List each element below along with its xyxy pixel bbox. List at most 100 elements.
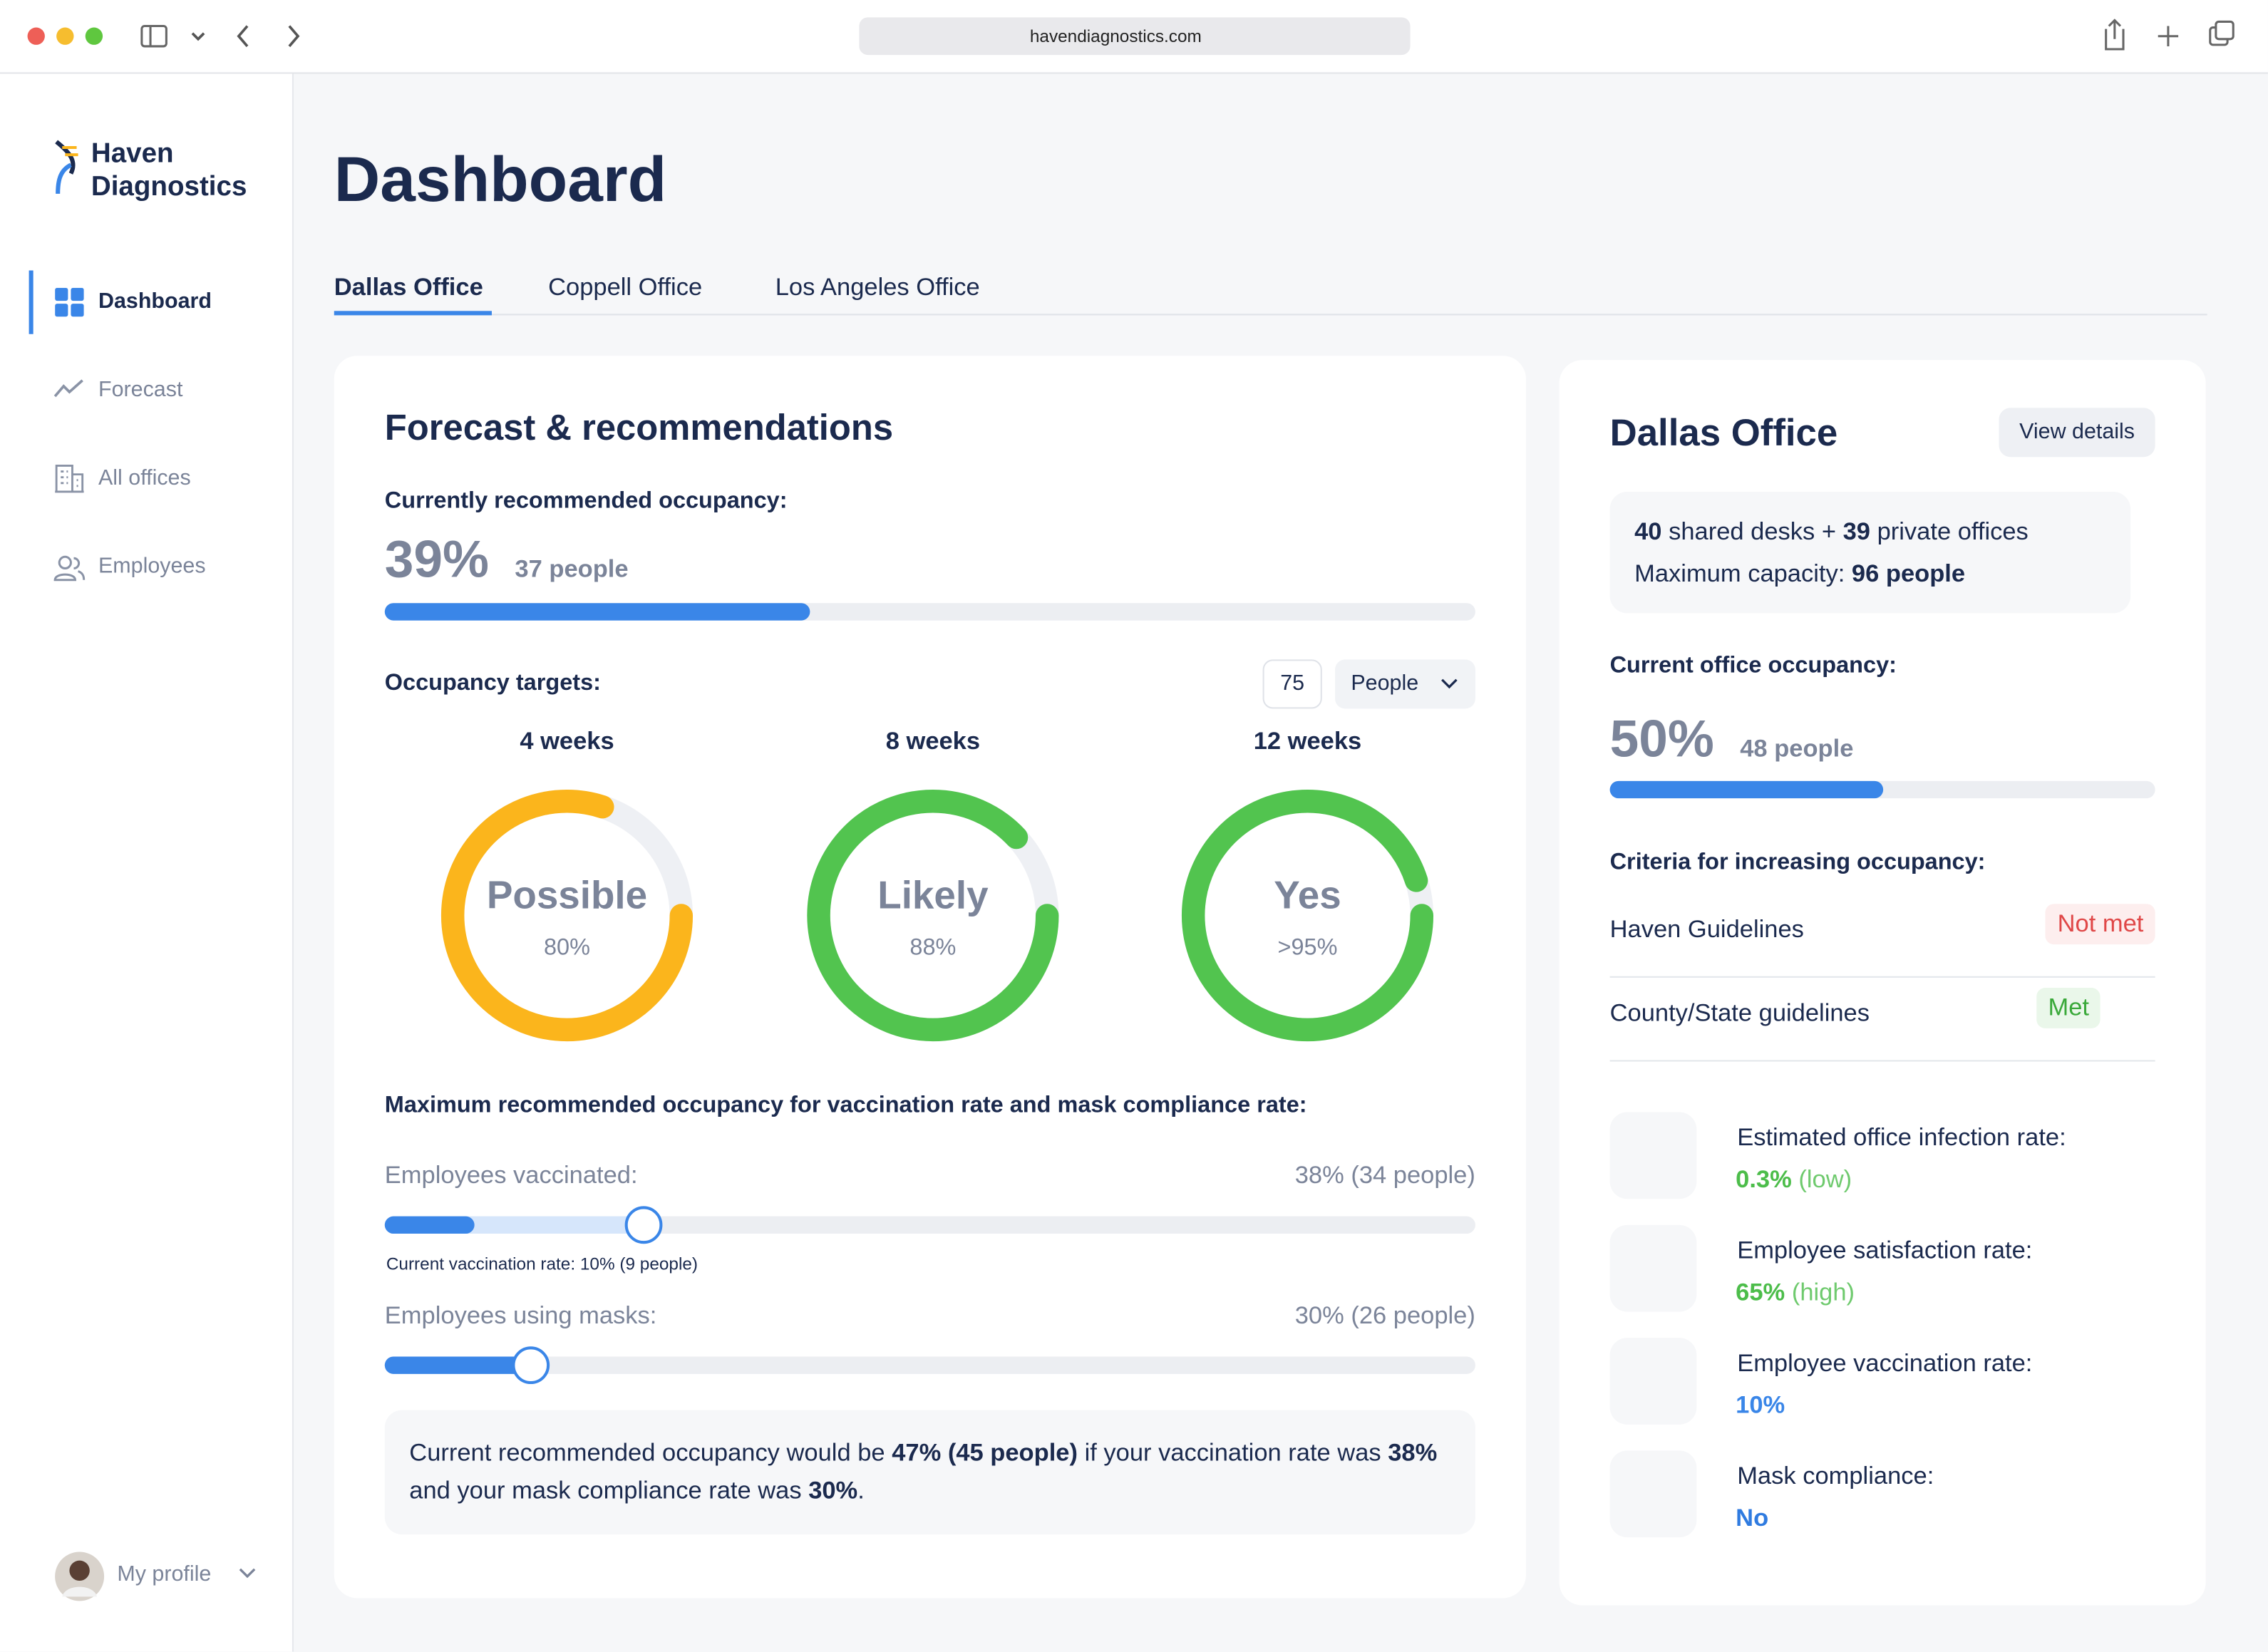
people: 37 people bbox=[515, 555, 629, 583]
stat-icon-box bbox=[1609, 1450, 1697, 1538]
text-segment: and your mask compliance rate was bbox=[409, 1476, 809, 1504]
url-field[interactable]: havendiagnostics.com bbox=[859, 17, 1411, 56]
browser-icons bbox=[27, 19, 2235, 51]
nav-icon bbox=[55, 465, 84, 493]
forecast-card: Forecast & recommendations Currently rec… bbox=[334, 356, 1526, 1599]
nav-item[interactable]: All offices bbox=[98, 465, 191, 490]
donut-arc bbox=[440, 789, 694, 1042]
text-segment: Maximum capacity: bbox=[1634, 559, 1852, 587]
value: 38% (34 people) bbox=[1294, 1161, 1475, 1189]
target-period: 12 weeks bbox=[1254, 728, 1361, 755]
brand-line: Diagnostics bbox=[91, 172, 247, 203]
divider bbox=[1609, 976, 2155, 978]
target-status: Likely bbox=[877, 872, 989, 917]
summary: Current recommended occupancy would be 4… bbox=[409, 1435, 1450, 1510]
stat-label: Estimated office infection rate: bbox=[1737, 1123, 2066, 1152]
sidebar: Haven Diagnostics Dashboard Forecast All … bbox=[0, 73, 294, 1652]
nav-item[interactable]: Employees bbox=[98, 554, 206, 579]
percent: 50% bbox=[1609, 708, 1714, 768]
slider-track bbox=[384, 1206, 1475, 1244]
stat-value: 10% bbox=[1736, 1391, 1785, 1420]
stat-number: 65% bbox=[1736, 1278, 1785, 1306]
button[interactable]: View details bbox=[1999, 408, 2155, 458]
target-status: Yes bbox=[1274, 872, 1341, 917]
label: Criteria for increasing occupancy: bbox=[1609, 850, 1986, 875]
text-segment: . bbox=[857, 1476, 865, 1504]
value: 30% (26 people) bbox=[1294, 1301, 1475, 1329]
progress-track bbox=[384, 603, 1475, 621]
stat-icon-box bbox=[1609, 1224, 1697, 1312]
text-segment: Current recommended occupancy would be bbox=[409, 1439, 892, 1467]
stat-value: 0.3% (low) bbox=[1736, 1166, 1852, 1195]
browser-bar: havendiagnostics.com bbox=[0, 0, 2268, 74]
tab[interactable]: Coppell Office bbox=[548, 273, 703, 301]
stat-label: Mask compliance: bbox=[1737, 1462, 1934, 1490]
people: 48 people bbox=[1740, 734, 1854, 763]
stat-number: 10% bbox=[1736, 1391, 1785, 1419]
percent: 39% bbox=[384, 529, 490, 589]
tab[interactable]: Los Angeles Office bbox=[775, 273, 980, 301]
stat-note: (low) bbox=[1798, 1165, 1852, 1194]
brand: Haven Diagnostics bbox=[91, 138, 247, 204]
avatar[interactable] bbox=[53, 1550, 105, 1602]
divider bbox=[1609, 1060, 2155, 1062]
stat-label: Employee satisfaction rate: bbox=[1737, 1237, 2033, 1264]
nav-icon bbox=[55, 287, 84, 317]
capacity: 40 shared desks + 39 private offices Maxi… bbox=[1634, 510, 2130, 594]
nav-item[interactable]: Dashboard bbox=[98, 289, 212, 314]
stat-note: (high) bbox=[1791, 1278, 1855, 1306]
nav-icon bbox=[53, 555, 86, 582]
url: havendiagnostics.com bbox=[1029, 26, 1202, 46]
progress-track bbox=[1609, 780, 2155, 799]
summary-box: Current recommended occupancy would be 4… bbox=[384, 1410, 1475, 1535]
text-segment: 30% bbox=[808, 1476, 858, 1504]
slider-range bbox=[384, 1356, 530, 1374]
slider-thumb[interactable] bbox=[624, 1206, 663, 1244]
targets: 4 weeks Possible 80% 8 weeks Likely 88% 12 wee… bbox=[440, 728, 1434, 1042]
stat-label: Employee vaccination rate: bbox=[1737, 1349, 2033, 1377]
stat-icon-box bbox=[1609, 1338, 1697, 1425]
text-segment: private offices bbox=[1870, 517, 2029, 546]
target-period: 4 weeks bbox=[520, 728, 614, 755]
stat-number: 0.3% bbox=[1736, 1165, 1792, 1194]
criterion-name: Haven Guidelines bbox=[1609, 915, 1804, 944]
progress-bar bbox=[1609, 780, 1883, 799]
nav-item[interactable]: Forecast bbox=[98, 377, 183, 403]
capacity-line: Maximum capacity: 96 people bbox=[1634, 552, 2130, 594]
tab[interactable]: Dallas Office bbox=[334, 273, 483, 301]
unit-select[interactable]: People bbox=[1335, 659, 1475, 709]
text-segment: 47% (45 people) bbox=[892, 1439, 1078, 1467]
note: Current vaccination rate: 10% (9 people) bbox=[386, 1254, 699, 1274]
profile[interactable]: My profile bbox=[117, 1561, 212, 1587]
text-segment: 40 bbox=[1634, 517, 1662, 546]
label: Maximum recommended occupancy for vaccin… bbox=[384, 1093, 1307, 1118]
donut-arc bbox=[1181, 789, 1434, 1042]
criterion-name: County/State guidelines bbox=[1609, 999, 1870, 1027]
brand-line: Haven bbox=[91, 138, 174, 170]
status-badge: Met bbox=[2036, 988, 2101, 1028]
slider-thumb[interactable] bbox=[512, 1346, 550, 1385]
card-title: Forecast & recommendations bbox=[384, 408, 894, 449]
label: Currently recommended occupancy: bbox=[384, 488, 788, 514]
card-title: Dallas Office bbox=[1609, 411, 1838, 455]
label: Employees using masks: bbox=[384, 1301, 657, 1329]
donut-arc bbox=[807, 789, 1059, 1042]
office-card: Dallas Office View details 40 shared des… bbox=[1559, 360, 2206, 1606]
tab-rule bbox=[334, 314, 2207, 316]
target-input[interactable]: 75 bbox=[1262, 659, 1322, 709]
stat-value: No bbox=[1736, 1504, 1768, 1533]
target-percent: 88% bbox=[909, 934, 956, 959]
active-indicator bbox=[29, 270, 33, 334]
text-segment: 38% bbox=[1388, 1439, 1438, 1467]
stat-icon-box bbox=[1609, 1112, 1697, 1199]
slider-current bbox=[384, 1216, 475, 1234]
progress-bar bbox=[384, 603, 810, 621]
text-segment: 96 people bbox=[1851, 559, 1966, 587]
target-status: Possible bbox=[487, 872, 647, 917]
text-segment: if your vaccination rate was bbox=[1077, 1439, 1388, 1467]
target-percent: >95% bbox=[1278, 934, 1338, 959]
nav-icon bbox=[53, 379, 83, 398]
text-segment: 39 bbox=[1842, 517, 1871, 546]
